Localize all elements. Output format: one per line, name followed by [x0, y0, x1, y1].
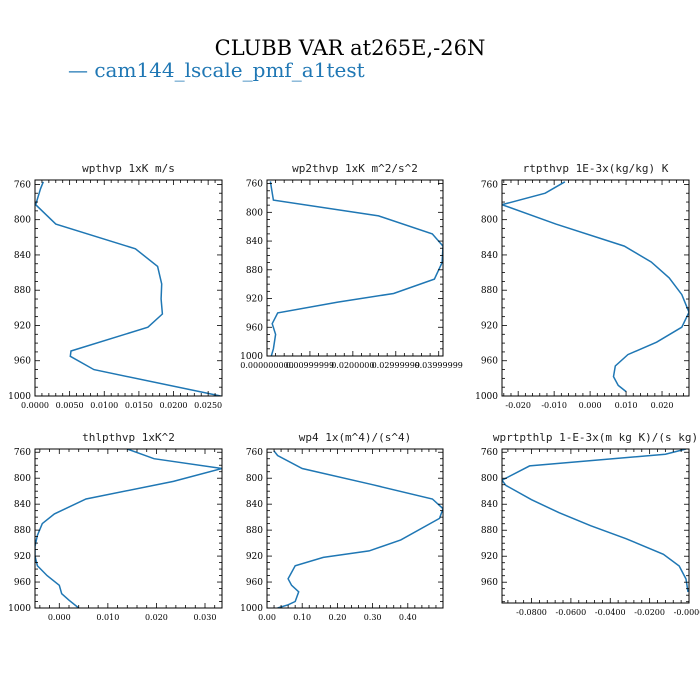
y-tick-label: 800: [481, 216, 498, 226]
x-tick-label: 0.0250: [194, 401, 222, 410]
chart-panel-6: wprtpthlp 1-E-3x(m kg K)/(s kg) 760 800 840…: [481, 431, 700, 617]
y-tick-label: 960: [246, 578, 263, 588]
y-tick-label: 1000: [240, 352, 263, 362]
y-tick-label: 880: [246, 526, 263, 536]
y-tick-label: 800: [481, 474, 498, 484]
x-tick-label: 0.40: [399, 613, 417, 622]
chart-panel-1: wpthvp 1xK m/s76080084088092096010000.00…: [8, 162, 223, 410]
chart-panel-5: wp4 1x(m^4)/(s^4)76080084088092096010000…: [240, 431, 444, 622]
x-tick-label: 0.20: [328, 613, 346, 622]
x-tick-label: 0.00: [258, 613, 276, 622]
y-tick-label: 760: [14, 180, 31, 190]
y-tick-label: 800: [246, 474, 263, 484]
y-tick-label: 880: [14, 526, 31, 536]
y-tick-label: 1000: [8, 604, 31, 614]
chart-panel-3: rtpthvp 1E-3x(kg/kg) K 760 800 840 880 920 960…: [475, 162, 690, 410]
x-tick-label: 0.020: [651, 401, 674, 410]
plot-frame: [34, 448, 223, 609]
y-tick-label: 920: [481, 552, 498, 562]
y-tick-label: 840: [14, 251, 31, 261]
y-tick-label: 760: [481, 180, 498, 190]
y-tick-label: 840: [246, 500, 263, 510]
figure-title: CLUBB VAR at265E,-26N: [214, 36, 486, 60]
y-tick-label: 960: [246, 323, 263, 333]
y-tick-label: 880: [481, 526, 498, 536]
x-tick-label: 0.03999999: [415, 361, 463, 370]
y-tick-label: 760: [246, 448, 263, 458]
series-line: [269, 181, 443, 356]
y-tick-label: 760: [246, 180, 263, 190]
y-tick-label: 840: [246, 237, 263, 247]
x-tick-label: 0.0050: [56, 401, 84, 410]
series-line: [35, 449, 222, 608]
x-tick-label: 0.0150: [125, 401, 153, 410]
x-tick-label: -0.0800: [516, 608, 547, 617]
y-tick-label: 960: [481, 578, 498, 588]
x-tick-label: -0.020: [505, 401, 531, 410]
panel-title: wp4 1x(m^4)/(s^4): [299, 431, 412, 444]
x-tick-label: 0.0200000: [331, 361, 374, 370]
y-tick-label: 920: [481, 321, 498, 331]
x-tick-label: 0.010: [96, 613, 119, 622]
plot-frame: [266, 179, 444, 357]
y-tick-label: 800: [246, 208, 263, 218]
y-tick-label: 1000: [240, 604, 263, 614]
panel-title: thlpthvp 1xK^2: [82, 431, 175, 444]
y-tick-label: 920: [14, 321, 31, 331]
y-tick-label: 1000: [8, 392, 31, 402]
chart-panel-2: wp2thvp 1xK m^2/s^2 760 800 840 880 920 960 100…: [240, 162, 463, 370]
y-tick-label: 800: [14, 216, 31, 226]
y-tick-label: 840: [481, 500, 498, 510]
y-tick-label: 920: [246, 295, 263, 305]
plot-frame: [501, 448, 690, 604]
plot-frame: [34, 179, 223, 397]
y-tick-label: 840: [481, 251, 498, 261]
series-line: [502, 181, 689, 393]
x-tick-label: 0.000: [48, 613, 71, 622]
plot-frame: [266, 448, 444, 609]
y-tick-label: 1000: [475, 392, 498, 402]
y-tick-label: 760: [481, 448, 498, 458]
x-tick-label: 0.0200: [160, 401, 188, 410]
y-tick-label: 880: [246, 266, 263, 276]
x-tick-label: -0.0000: [674, 608, 700, 617]
y-tick-label: 960: [14, 578, 31, 588]
x-tick-label: 0.010: [615, 401, 638, 410]
chart-panel-4: thlpthvp 1xK^2 760 800 840 880 920 960 1000 0.00…: [8, 431, 223, 622]
y-tick-label: 920: [246, 552, 263, 562]
panel-title: wprtpthlp 1-E-3x(m kg K)/(s kg): [493, 431, 698, 444]
y-tick-label: 920: [14, 552, 31, 562]
y-tick-label: 960: [481, 357, 498, 367]
series-line: [35, 181, 221, 396]
x-tick-label: 0.020: [145, 613, 168, 622]
panel-title: wpthvp 1xK m/s: [82, 162, 175, 175]
y-tick-label: 840: [14, 500, 31, 510]
x-tick-label: 0.02999999: [372, 361, 420, 370]
y-tick-label: 800: [14, 474, 31, 484]
x-tick-label: -0.0200: [634, 608, 665, 617]
x-tick-label: -0.0400: [595, 608, 626, 617]
legend-entry: — cam144_lscale_pmf_a1test: [68, 58, 365, 82]
panel-title: rtpthvp 1E-3x(kg/kg) K: [523, 162, 669, 175]
x-tick-label: 0.10: [293, 613, 311, 622]
x-tick-label: 0.000: [579, 401, 602, 410]
panel-title: wp2thvp 1xK m^2/s^2: [292, 162, 418, 175]
x-tick-label: -0.010: [541, 401, 567, 410]
x-tick-label: -0.0600: [556, 608, 587, 617]
x-tick-label: 0.0100: [90, 401, 118, 410]
y-tick-label: 880: [481, 286, 498, 296]
series-line: [502, 449, 689, 593]
y-tick-label: 880: [14, 286, 31, 296]
y-tick-label: 960: [14, 357, 31, 367]
x-tick-label: 0.0000: [21, 401, 49, 410]
x-tick-label: 0.30: [364, 613, 382, 622]
x-tick-label: 0.030: [194, 613, 217, 622]
series-line: [273, 450, 443, 608]
x-tick-label: 0.00999999: [286, 361, 334, 370]
x-tick-label: 0.000000000: [240, 361, 293, 370]
plot-frame: [501, 179, 690, 397]
y-tick-label: 760: [14, 448, 31, 458]
